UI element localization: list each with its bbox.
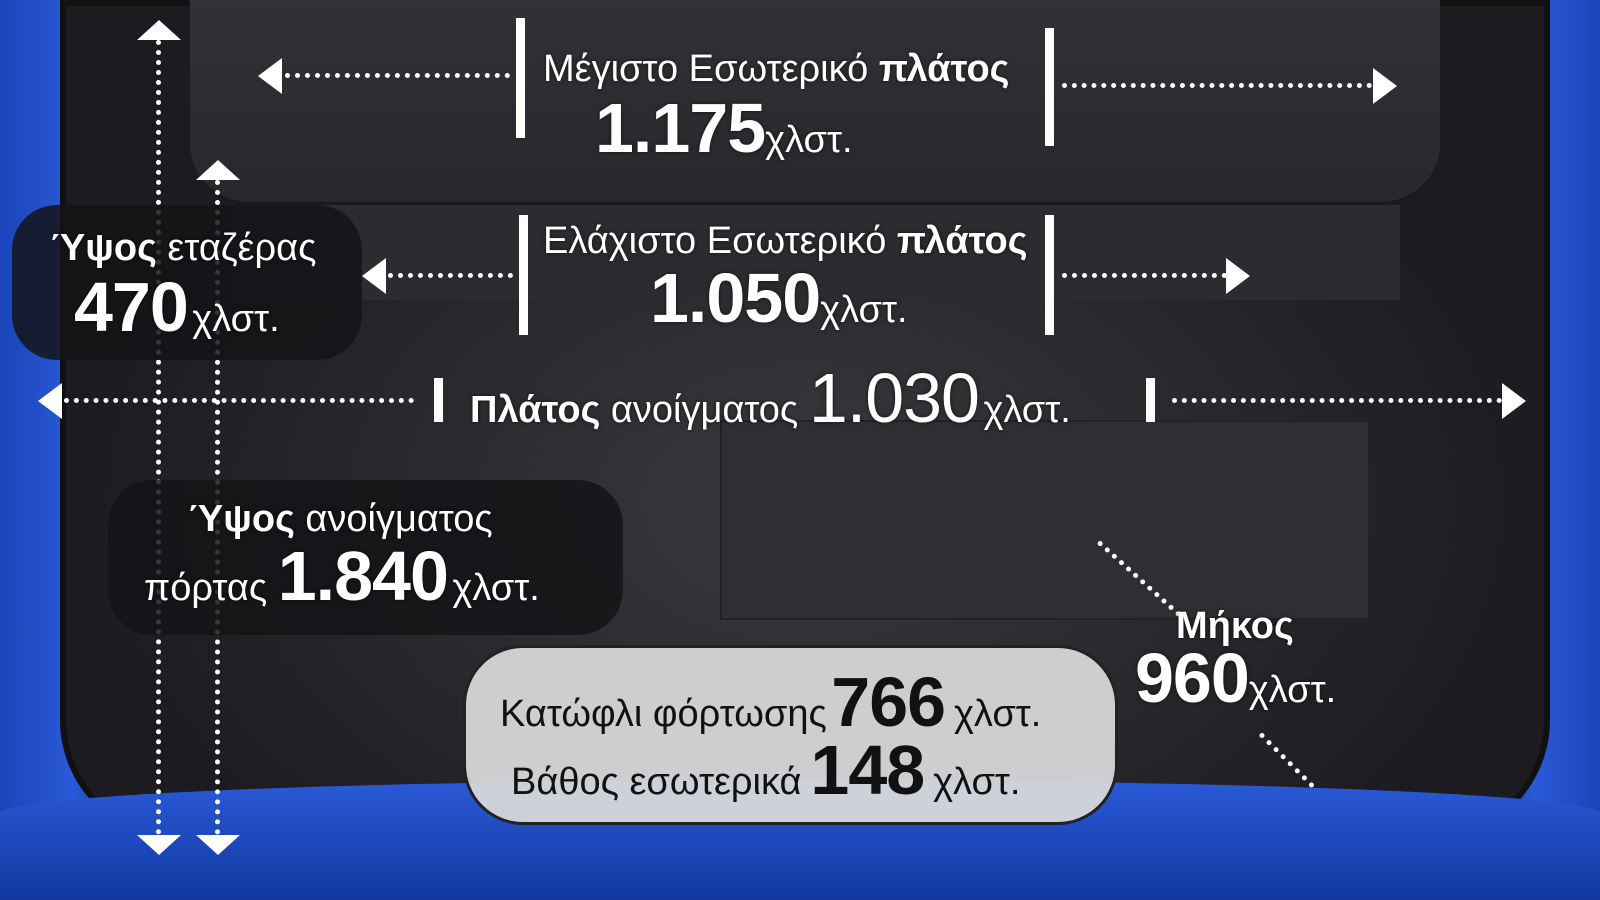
parcel-shelf <box>190 0 1440 205</box>
arrow-up-icon <box>137 20 181 40</box>
length-label: Μήκος <box>1176 605 1294 647</box>
opening-width-label: Πλάτος ανοίγματος 1.030 χλστ. <box>470 359 1071 437</box>
dotted-line <box>388 273 513 278</box>
arrow-down-icon <box>196 835 240 855</box>
dotted-line <box>285 73 510 78</box>
shelf-height-value: 470 χλστ. <box>74 268 280 346</box>
min-width-value: 1.050χλστ. <box>650 259 908 337</box>
arrow-left-icon <box>258 58 282 94</box>
arrow-right-icon <box>1226 258 1250 294</box>
opening-height-dotted-line <box>156 40 161 835</box>
sill-depth-badge: Κατώφλι φόρτωσης 766 χλστ. Βάθος εσωτερι… <box>463 645 1118 825</box>
arrow-right-icon <box>1502 383 1526 419</box>
depth-row: Βάθος εσωτερικά 148 χλστ. <box>511 731 1021 809</box>
dotted-line <box>1062 83 1372 88</box>
opening-height-value: πόρτας 1.840 χλστ. <box>144 537 540 615</box>
arrow-left-icon <box>38 383 62 419</box>
dotted-line <box>64 398 414 403</box>
arrow-up-icon <box>196 160 240 180</box>
length-value: 960χλστ. <box>1135 639 1337 717</box>
shelf-underside <box>230 205 1400 300</box>
arrow-right-icon <box>1373 68 1397 104</box>
divider-bar <box>516 18 525 138</box>
divider-bar <box>1045 215 1054 335</box>
dotted-line <box>1172 398 1502 403</box>
opening-height-badge: Ύψος ανοίγματος πόρτας 1.840 χλστ. <box>108 480 623 635</box>
max-width-label: Μέγιστο Εσωτερικό πλάτος <box>543 48 1010 90</box>
max-width-value: 1.175χλστ. <box>595 89 853 167</box>
trunk-floor <box>720 420 1370 620</box>
divider-bar <box>519 215 528 335</box>
arrow-down-icon <box>137 835 181 855</box>
shelf-height-badge: Ύψος εταζέρας 470 χλστ. <box>12 205 362 360</box>
divider-bar <box>1045 28 1054 146</box>
sill-height-row: Κατώφλι φόρτωσης 766 χλστ. <box>500 663 1042 741</box>
divider-bar <box>1146 378 1155 422</box>
dotted-line <box>1062 273 1227 278</box>
opening-height-label: Ύψος ανοίγματος <box>188 498 493 540</box>
arrow-left-icon <box>362 258 386 294</box>
min-width-label: Ελάχιστο Εσωτερικό πλάτος <box>543 220 1028 262</box>
shelf-height-label: Ύψος εταζέρας <box>50 227 317 269</box>
divider-bar <box>434 378 443 422</box>
